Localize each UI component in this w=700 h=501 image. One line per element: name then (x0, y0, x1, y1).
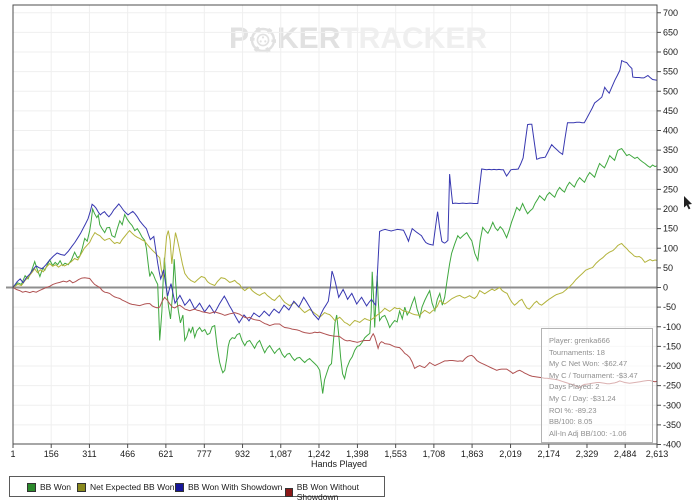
svg-text:2,484: 2,484 (614, 449, 637, 459)
svg-text:200: 200 (663, 204, 678, 214)
svg-text:2,613: 2,613 (646, 449, 669, 459)
legend-label: BB Won (40, 482, 72, 492)
tooltip-line-net-won: My C Net Won: -$62.47 (549, 359, 628, 369)
svg-text:350: 350 (663, 145, 678, 155)
svg-text:450: 450 (663, 106, 678, 116)
svg-text:100: 100 (663, 243, 678, 253)
legend-swatch-green (27, 482, 36, 492)
chart-legend: BB Won Net Expected BB Won BB Won With S… (9, 476, 385, 501)
svg-text:600: 600 (663, 47, 678, 57)
svg-text:-50: -50 (663, 302, 676, 312)
svg-text:1,398: 1,398 (346, 449, 369, 459)
svg-text:621: 621 (158, 449, 173, 459)
svg-text:500: 500 (663, 86, 678, 96)
svg-text:2,174: 2,174 (537, 449, 560, 459)
svg-text:400: 400 (663, 126, 678, 136)
svg-text:311: 311 (82, 449, 96, 459)
svg-text:1,087: 1,087 (269, 449, 292, 459)
tooltip-line-tournaments: Tournaments: 18 (549, 347, 605, 357)
svg-text:0: 0 (663, 283, 668, 293)
tooltip-line-days-played: Days Played: 2 (549, 382, 600, 392)
legend-item-with-showdown: BB Won With Showdown (175, 482, 282, 492)
pokertracker-watermark: P KER TRACKER (229, 22, 487, 56)
svg-text:300: 300 (663, 165, 678, 175)
svg-text:150: 150 (663, 224, 678, 234)
legend-item-bb-won: BB Won (27, 482, 71, 492)
tooltip-line-roi: ROI %: -89.23 (549, 405, 597, 415)
svg-text:-100: -100 (663, 322, 681, 332)
player-stats-tooltip: Player: grenka666 Tournaments: 18 My C N… (541, 328, 653, 443)
svg-text:700: 700 (663, 8, 678, 18)
svg-text:-350: -350 (663, 420, 681, 430)
svg-text:-400: -400 (663, 440, 681, 450)
x-axis-title: Hands Played (311, 459, 368, 469)
legend-label: BB Won Without Showdown (296, 482, 359, 501)
tooltip-line-allin-adj: All-In Adj BB/100: -1.06 (549, 428, 627, 438)
svg-text:50: 50 (663, 263, 673, 273)
legend-swatch-olive (77, 482, 86, 492)
svg-text:932: 932 (235, 449, 250, 459)
watermark-tracker-text: TRACKER (340, 22, 488, 55)
watermark-poker-text-right: KER (277, 22, 341, 55)
svg-text:1,553: 1,553 (384, 449, 407, 459)
tooltip-line-player: Player: grenka666 (549, 336, 610, 345)
legend-item-net-expected: Net Expected BB Won (77, 482, 174, 492)
legend-swatch-darkred (285, 487, 293, 497)
svg-text:550: 550 (663, 67, 678, 77)
legend-swatch-blue (175, 482, 184, 492)
svg-text:-150: -150 (663, 341, 681, 351)
legend-item-without-showdown: BB Won Without Showdown (285, 482, 384, 501)
svg-text:250: 250 (663, 184, 678, 194)
svg-text:-300: -300 (663, 400, 681, 410)
svg-text:777: 777 (197, 449, 212, 459)
watermark-poker-text-left: P (229, 22, 250, 55)
legend-label: Net Expected BB Won (90, 482, 175, 492)
svg-text:2,019: 2,019 (499, 449, 522, 459)
svg-text:650: 650 (663, 27, 678, 37)
svg-text:156: 156 (44, 449, 59, 459)
tooltip-line-bb100: BB/100: 8.05 (549, 417, 593, 427)
legend-label: BB Won With Showdown (188, 482, 283, 492)
svg-text:1,863: 1,863 (461, 449, 484, 459)
svg-text:1,242: 1,242 (308, 449, 331, 459)
svg-text:-200: -200 (663, 361, 681, 371)
svg-text:1,708: 1,708 (423, 449, 446, 459)
tooltip-line-per-tourney: My C / Tournament: -$3.47 (549, 370, 638, 380)
tooltip-line-per-day: My C / Day: -$31.24 (549, 393, 616, 403)
svg-text:1: 1 (10, 449, 15, 459)
svg-text:466: 466 (120, 449, 135, 459)
poker-chip-icon (249, 25, 277, 54)
mouse-cursor-icon (684, 196, 692, 210)
svg-text:2,329: 2,329 (576, 449, 599, 459)
svg-text:-250: -250 (663, 381, 681, 391)
